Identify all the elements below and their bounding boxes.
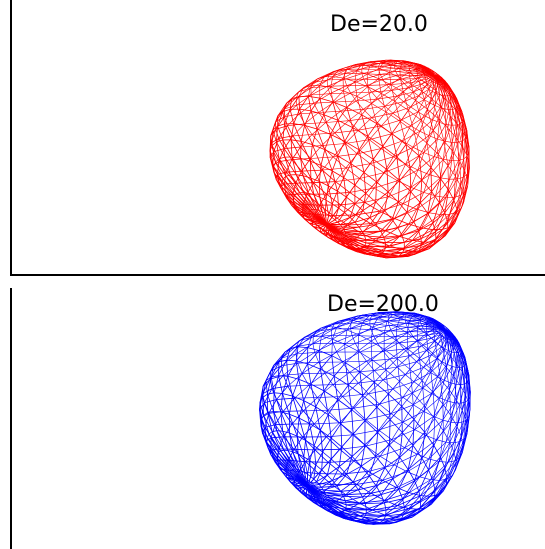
left-axis-line <box>10 0 12 275</box>
panel-de-20: De=20.0 <box>10 0 545 276</box>
wireframe-droplet-mesh <box>269 59 470 259</box>
wireframe-droplet-mesh <box>259 311 471 525</box>
left-axis-line <box>10 288 12 549</box>
panel-title: De=20.0 <box>330 12 428 37</box>
bottom-axis-line <box>10 274 545 276</box>
panel-separator <box>0 277 545 280</box>
panel-de-200: De=200.0 <box>0 280 545 549</box>
